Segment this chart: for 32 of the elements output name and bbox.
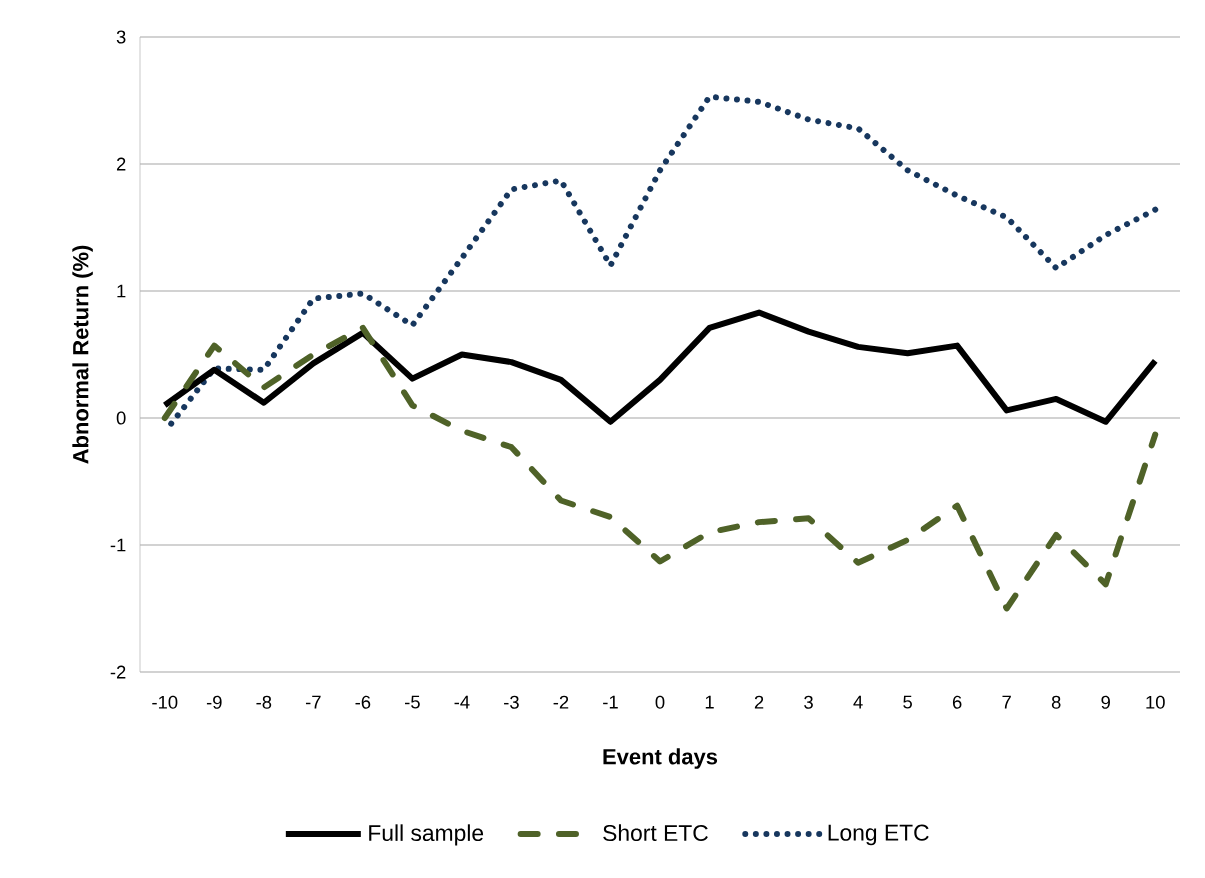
x-tick-label: 10	[1146, 695, 1165, 709]
x-tick-label: -9	[206, 695, 222, 709]
x-tick-label: -2	[553, 695, 569, 709]
y-tick-label: 0	[116, 411, 126, 425]
x-tick-label: 3	[804, 695, 813, 709]
x-tick-label: 9	[1101, 695, 1110, 709]
y-axis-title: Abnormal Return (%)	[72, 245, 93, 464]
x-tick-label: -10	[152, 695, 178, 709]
x-tick-label: 4	[853, 695, 863, 709]
x-tick-label: 0	[655, 695, 665, 709]
x-tick-label: 2	[754, 695, 764, 709]
x-tick-label: -6	[355, 695, 371, 709]
x-axis-title: Event days	[603, 748, 718, 769]
x-tick-label: 7	[1002, 695, 1011, 709]
y-tick-label: 3	[116, 30, 126, 44]
legend-label: Short ETC	[603, 824, 708, 842]
x-tick-label: -4	[454, 695, 470, 709]
legend-label: Long ETC	[828, 824, 929, 846]
x-tick-label: 5	[903, 695, 912, 709]
x-tick-label: -5	[405, 695, 420, 709]
legend-label: Full sample	[369, 824, 484, 846]
x-tick-label: -8	[256, 695, 272, 709]
x-tick-label: -1	[603, 695, 618, 709]
y-tick-label: -2	[110, 665, 126, 679]
x-tick-label: -3	[504, 695, 519, 709]
x-tick-label: 1	[705, 695, 714, 709]
y-tick-label: -1	[110, 538, 126, 552]
x-tick-label: 8	[1051, 695, 1061, 709]
y-tick-label: 2	[116, 157, 126, 171]
x-tick-label: 6	[952, 695, 962, 709]
x-tick-label: -7	[305, 695, 321, 709]
y-tick-label: 1	[117, 284, 126, 298]
